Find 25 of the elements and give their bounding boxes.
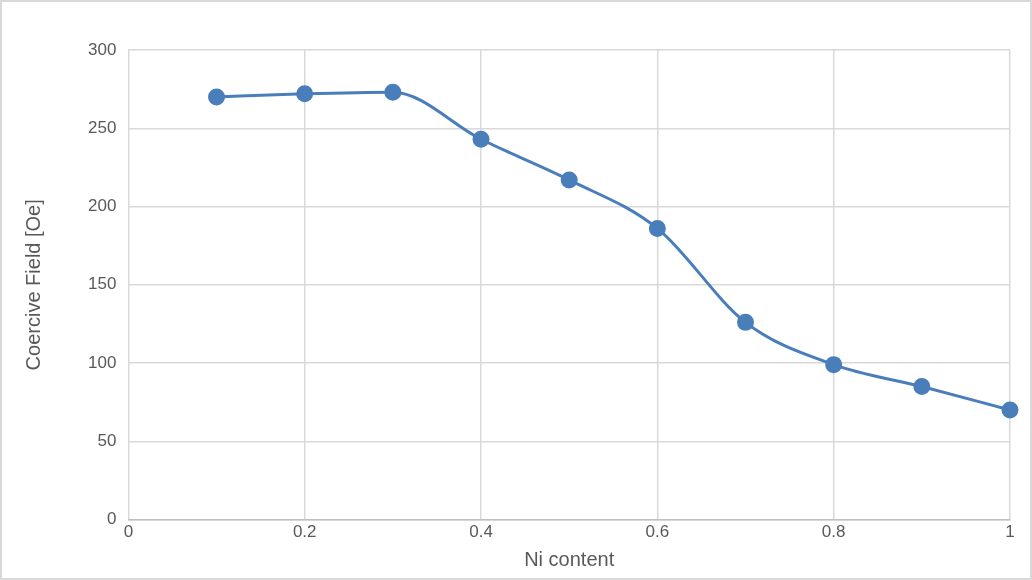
point: [825, 356, 843, 374]
point: [648, 219, 666, 237]
y-tick-label: 200: [87, 196, 117, 216]
x-tick-label: 0: [123, 522, 134, 542]
y-tick-label: 50: [97, 431, 117, 451]
x-tick-label: 0.4: [469, 522, 493, 542]
point: [913, 378, 931, 396]
y-axis-title: Coercive Field [Oe]: [21, 199, 44, 371]
x-tick-label: 0.2: [292, 522, 317, 542]
point: [208, 88, 226, 106]
point: [1001, 401, 1019, 419]
y-tick-label: 100: [87, 352, 117, 372]
x-tick-label: 0.8: [821, 522, 846, 542]
x-axis-title: Ni content: [524, 547, 615, 570]
point: [384, 83, 402, 101]
point: [472, 130, 490, 148]
y-tick-label: 0: [106, 509, 117, 529]
point: [296, 85, 314, 103]
x-tick-label: 0.6: [645, 522, 670, 542]
y-tick-label: 300: [87, 39, 117, 59]
y-tick-label: 250: [87, 117, 117, 137]
x-tick-label: 1: [1005, 522, 1015, 542]
point: [560, 171, 578, 189]
point: [737, 313, 755, 331]
y-tick-label: 150: [87, 274, 117, 294]
